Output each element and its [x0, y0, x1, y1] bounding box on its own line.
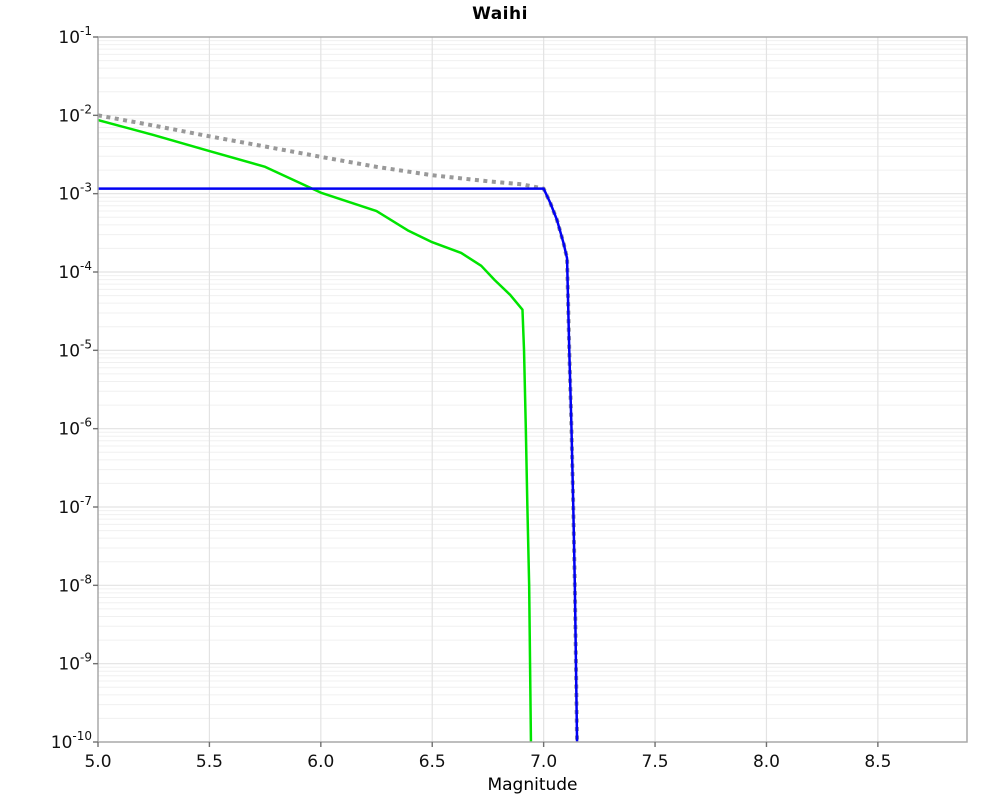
x-tick-label: 8.5 [864, 752, 891, 772]
series-group [97, 113, 580, 743]
y-tick-label: 10-6 [58, 416, 92, 440]
x-axis-label: Magnitude [487, 775, 578, 795]
x-tick-label: 5.5 [196, 752, 223, 772]
y-tick-label: 10-8 [58, 572, 92, 596]
y-tick-label: 10-3 [58, 181, 92, 205]
x-tick-label: 7.5 [642, 752, 669, 772]
x-tick-label: 6.0 [307, 752, 334, 772]
x-tick-label: 5.0 [84, 752, 111, 772]
plot-border [97, 36, 968, 743]
x-tick-label: 8.0 [753, 752, 780, 772]
x-tick-label: 7.0 [530, 752, 557, 772]
y-tick-label: 10-1 [58, 24, 92, 48]
series-blue-rate [98, 187, 579, 743]
y-tick-label: 10-4 [58, 259, 92, 283]
y-tick-label: 10-2 [58, 102, 92, 126]
y-tick-label: 10-5 [58, 337, 92, 361]
y-tick-label: 10-10 [51, 729, 92, 753]
y-tick-label: 10-7 [58, 494, 92, 518]
major-gridlines [98, 37, 967, 742]
minor-gridlines [98, 40, 967, 719]
x-tick-label: 6.5 [419, 752, 446, 772]
series-green-rate [97, 118, 533, 743]
y-tick-label: 10-9 [58, 651, 92, 675]
axis-ticks: 5.0 5.5 6.0 6.5 7.0 7.5 8.0 8.5 10-1 10-2 10-3 10-4… [51, 24, 892, 772]
chart-title: Waihi [472, 4, 528, 24]
plot-background [98, 37, 967, 742]
